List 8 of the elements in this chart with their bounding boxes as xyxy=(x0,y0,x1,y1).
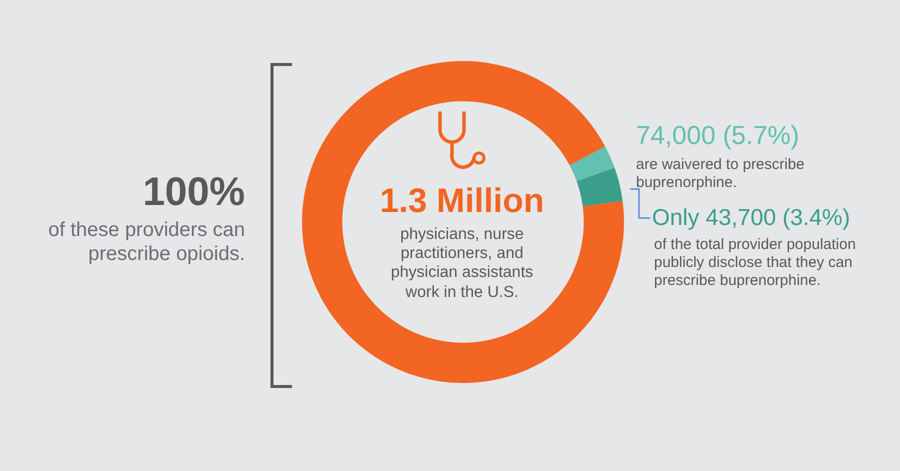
text: physicians, nurse practitioners, and physician assistants work in the U.S. xyxy=(390,225,534,302)
text: 100% xyxy=(142,169,245,216)
text: are waivered to prescribe buprenorphine. xyxy=(636,156,806,192)
text: 74,000 (5.7%) xyxy=(636,120,800,152)
text: Only 43,700 (3.4%) xyxy=(652,204,852,232)
text: of the total provider population publicly disclose that they can prescribe buprenorphine. xyxy=(654,236,857,290)
text: of these providers can prescribe opioids. xyxy=(47,218,245,266)
text: 1.3 Million xyxy=(378,181,546,222)
